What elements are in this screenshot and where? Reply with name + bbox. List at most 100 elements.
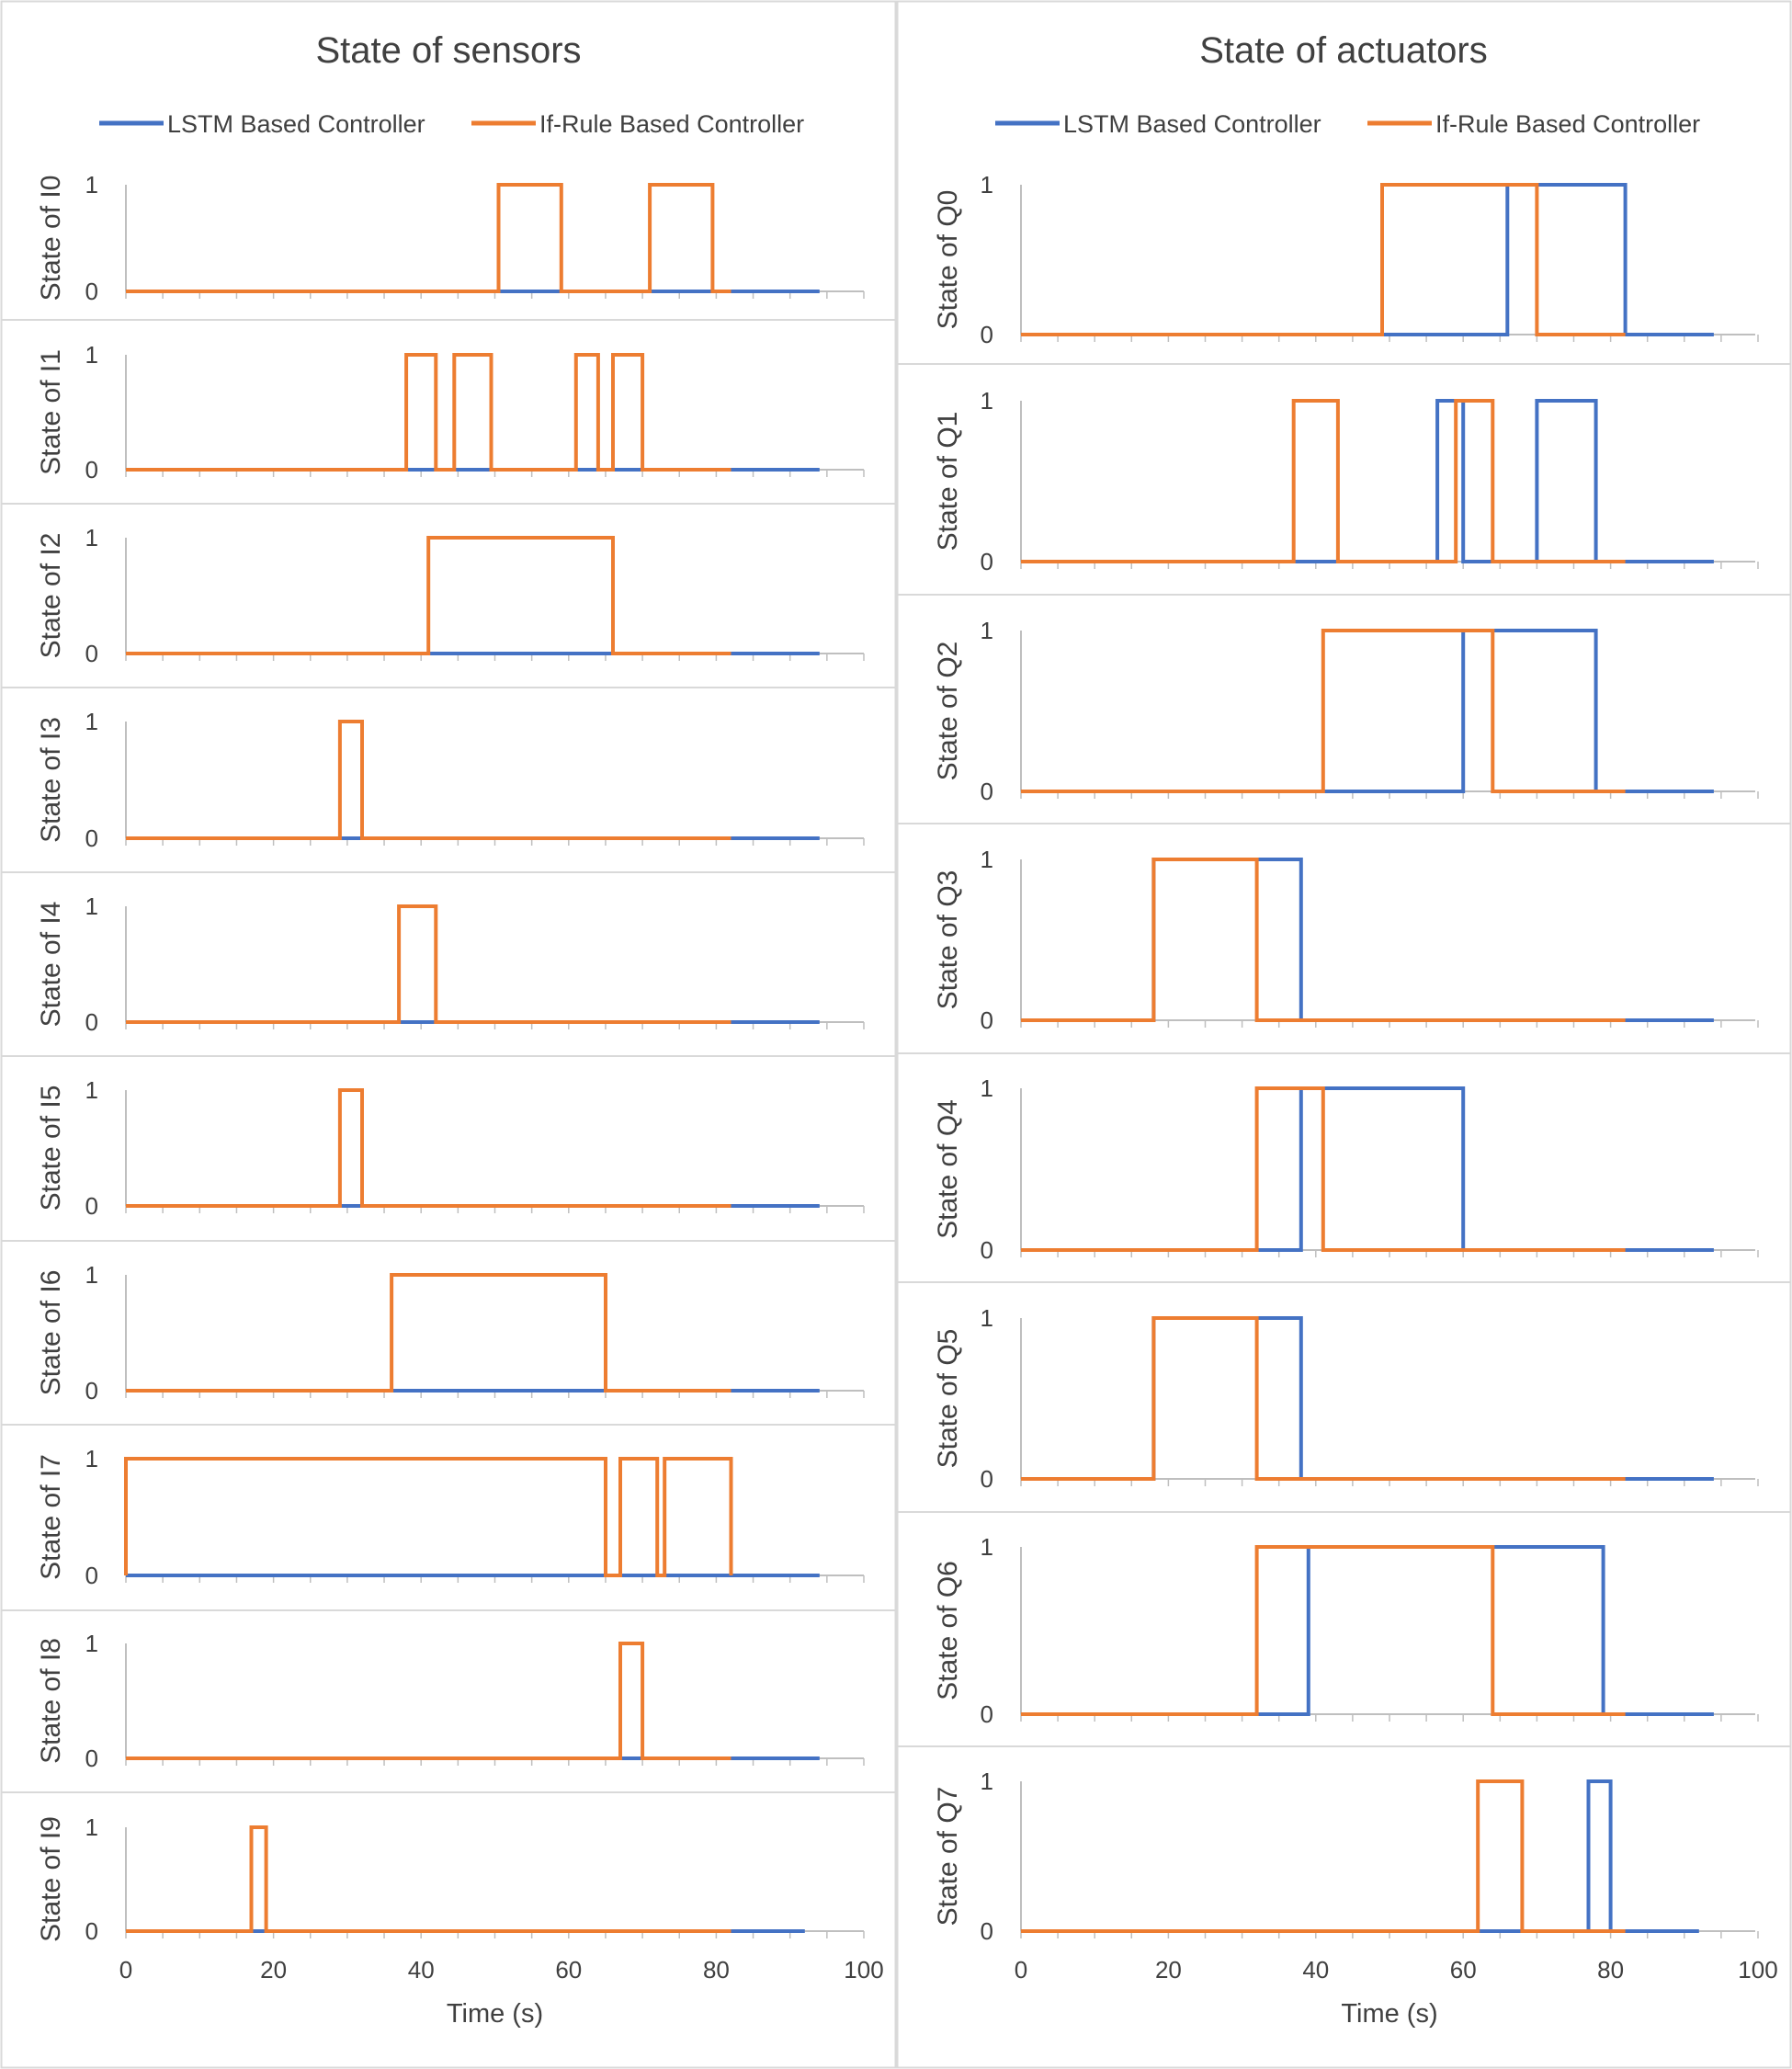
series-rule-line (126, 1088, 732, 1208)
series-rule-line (126, 904, 732, 1024)
y-axis-label: State of Q5 (933, 1329, 963, 1469)
y-tick-label: 1 (981, 1074, 993, 1102)
y-tick-label: 0 (981, 548, 993, 575)
y-tick-label: 0 (85, 1192, 98, 1220)
y-axis-label: State of I1 (36, 349, 66, 475)
subplot: 1 0 State of Q6 (898, 1511, 1790, 1728)
y-tick-label: 1 (85, 1261, 98, 1289)
y-axis-label: State of I3 (36, 717, 66, 843)
y-axis-label: State of Q6 (933, 1561, 963, 1700)
x-tick-label: 0 (1015, 1956, 1027, 1984)
y-tick-label: 0 (85, 278, 98, 305)
y-axis-label: State of Q2 (933, 642, 963, 781)
series-rule-line (1021, 858, 1626, 1022)
y-tick-label: 1 (981, 1768, 993, 1795)
series-rule-line (126, 353, 732, 472)
actuators-legend: LSTM Based Controller If-Rule Based Cont… (995, 110, 1700, 138)
subplot: 1 0 State of Q4 (898, 1052, 1790, 1264)
legend-lstm-label: LSTM Based Controller (1063, 110, 1321, 138)
y-axis-label: State of I9 (36, 1816, 66, 1942)
y-tick-label: 1 (981, 617, 993, 644)
subplot: 1 0 State of I4 (2, 871, 895, 1036)
actuators-title: State of actuators (1199, 30, 1488, 71)
x-tick-label: 100 (1738, 1956, 1777, 1984)
series-rule-line (1021, 1316, 1626, 1481)
legend-lstm-label: LSTM Based Controller (167, 110, 425, 138)
subplot: 1 0 State of I7 (2, 1424, 895, 1589)
subplot: 1 0 State of Q5 (898, 1281, 1790, 1493)
actuators-subplots: 1 0 State of Q0 1 0 State of Q1 1 0 State of Q2 1… (898, 171, 1790, 2029)
y-axis-label: State of Q0 (933, 190, 963, 330)
y-axis-label: State of I7 (36, 1454, 66, 1580)
x-tick-label: 100 (844, 1956, 883, 1984)
series-rule-line (126, 1642, 732, 1760)
x-tick-label: 20 (260, 1956, 287, 1984)
y-tick-label: 1 (85, 708, 98, 735)
y-axis-label: State of Q1 (933, 412, 963, 551)
y-tick-label: 0 (85, 640, 98, 667)
y-tick-label: 1 (85, 1630, 98, 1657)
subplot: 1 0 State of I0 (36, 171, 865, 305)
y-tick-label: 0 (85, 1917, 98, 1945)
subplot: 1 0 State of I5 (2, 1055, 895, 1220)
y-tick-label: 0 (85, 1008, 98, 1036)
y-axis-label: State of Q7 (933, 1787, 963, 1927)
sensors-subplots: 1 0 State of I0 1 0 State of I1 1 0 State of I2 1… (2, 171, 895, 2029)
y-tick-label: 1 (981, 171, 993, 199)
series-rule-line (1021, 183, 1626, 336)
subplot: 1 0 State of Q1 (898, 363, 1790, 575)
subplot: 1 0 State of I6 (2, 1240, 895, 1404)
x-axis-label: Time (s) (447, 1999, 543, 2029)
y-axis-label: State of Q4 (933, 1099, 963, 1239)
plots-container: 1 0 State of I0 1 0 State of I1 1 0 State of I2 1… (2, 171, 1790, 2029)
y-axis-label: State of I5 (36, 1086, 66, 1211)
series-rule-line (126, 183, 732, 293)
series-lstm-line (1021, 183, 1714, 336)
y-tick-label: 0 (981, 321, 993, 348)
y-tick-label: 0 (85, 1377, 98, 1404)
sensors-legend: LSTM Based Controller If-Rule Based Cont… (99, 110, 804, 138)
series-rule-line (1021, 629, 1626, 793)
x-tick-label: 80 (1597, 1956, 1624, 1984)
y-axis-label: State of I2 (36, 533, 66, 659)
y-axis-label: State of I8 (36, 1638, 66, 1764)
x-tick-label: 0 (119, 1956, 132, 1984)
y-tick-label: 0 (981, 1917, 993, 1945)
y-tick-label: 1 (85, 1076, 98, 1104)
sensors-panel (0, 0, 897, 2069)
y-axis-label: State of I0 (36, 176, 66, 301)
x-tick-label: 60 (1450, 1956, 1477, 1984)
y-tick-label: 0 (85, 824, 98, 852)
subplot: 1 0 State of I9 0 20 40 60 80 100 Time (s) (2, 1791, 895, 2029)
x-tick-label: 40 (408, 1956, 435, 1984)
x-tick-label: 60 (555, 1956, 582, 1984)
x-axis-label: Time (s) (1341, 1999, 1437, 2029)
series-rule-line (126, 1273, 732, 1393)
x-tick-label: 80 (703, 1956, 730, 1984)
subplot: 1 0 State of I3 (2, 687, 895, 852)
y-tick-label: 0 (85, 456, 98, 483)
series-rule-line (1021, 1545, 1626, 1716)
series-rule-line (126, 720, 732, 840)
y-tick-label: 0 (981, 1236, 993, 1264)
subplot: 1 0 State of I1 (2, 319, 895, 483)
x-tick-label: 40 (1302, 1956, 1329, 1984)
y-tick-label: 1 (85, 341, 98, 369)
y-tick-label: 1 (85, 524, 98, 551)
y-tick-label: 1 (981, 387, 993, 415)
x-tick-label: 20 (1155, 1956, 1182, 1984)
y-axis-label: State of I4 (36, 902, 66, 1028)
subplot: 1 0 State of Q0 (933, 171, 1759, 348)
y-tick-label: 1 (981, 846, 993, 873)
series-rule-line (1021, 1779, 1626, 1933)
y-tick-label: 1 (85, 1445, 98, 1472)
y-tick-label: 1 (981, 1533, 993, 1561)
series-rule-line (124, 1457, 733, 1577)
subplot: 1 0 State of Q7 0 20 40 60 80 100 Time (s) (898, 1745, 1790, 2029)
subplot: 1 0 State of Q3 (898, 823, 1790, 1034)
y-tick-label: 1 (85, 1813, 98, 1841)
y-tick-label: 0 (981, 778, 993, 805)
y-tick-label: 0 (85, 1562, 98, 1589)
y-tick-label: 1 (85, 171, 98, 199)
